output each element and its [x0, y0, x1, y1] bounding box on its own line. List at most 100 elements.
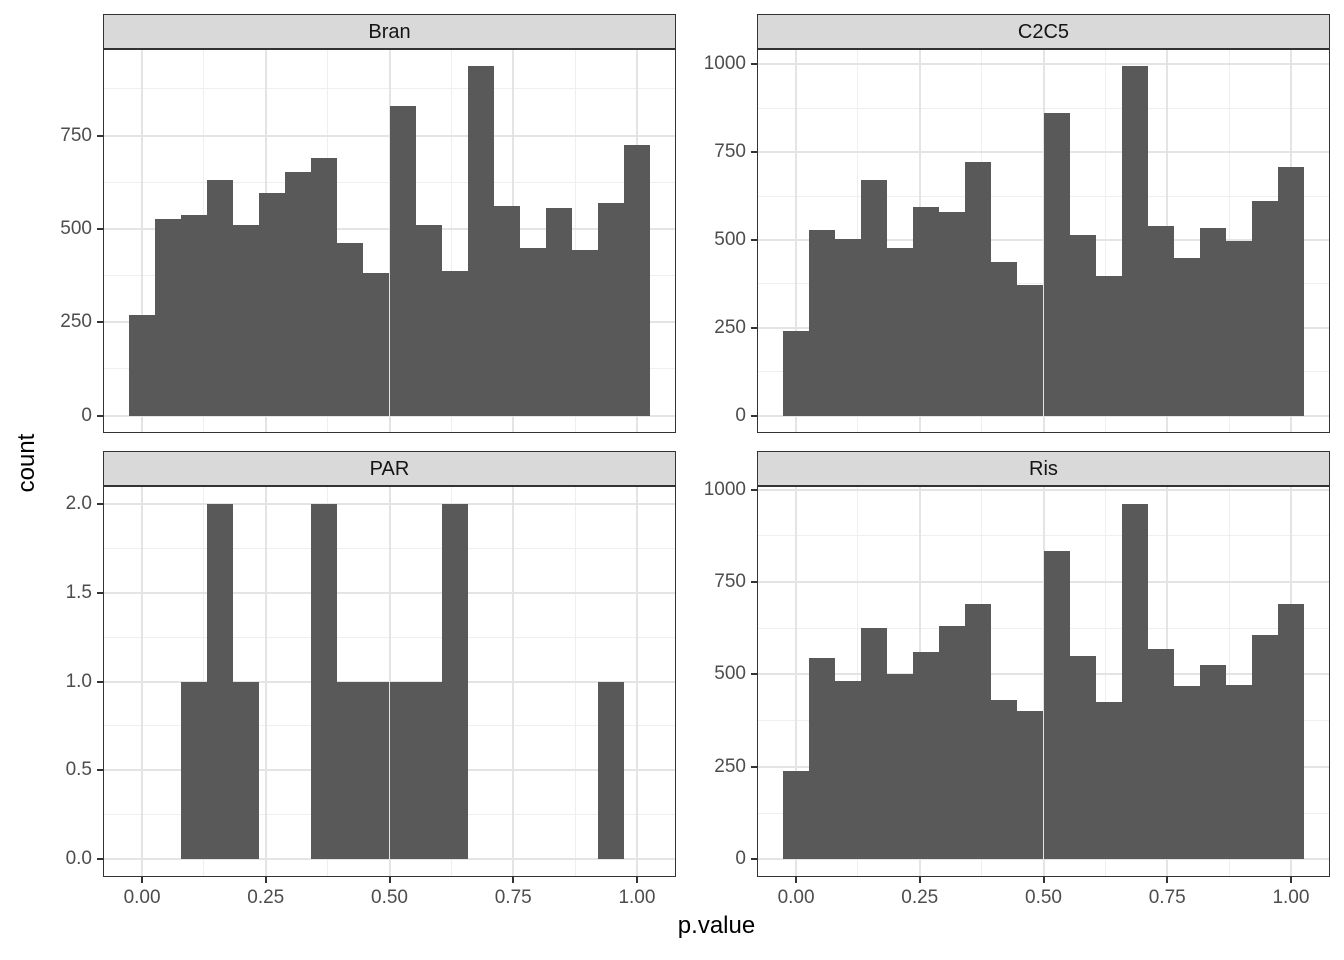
histogram-bar: [939, 211, 966, 416]
y-tick-label: 0: [735, 404, 746, 426]
x-tick-mark: [512, 877, 515, 883]
histogram-bar: [913, 652, 940, 860]
histogram-bar: [337, 681, 364, 860]
x-tick-label: 0.25: [901, 887, 939, 908]
histogram-bar: [1147, 225, 1174, 416]
facet-panel-ris: 0 250 500 750 1000 0.00 0.25 0.50 0.75 1.00: [704, 479, 1330, 908]
histogram-bar: [1069, 656, 1096, 860]
facet-ris: Ris 0 250 500 750 1000 0.00 0.25 0.50 0.75 1.00: [704, 451, 1330, 908]
y-tick-mark: [97, 134, 103, 137]
facet-strip-label: Bran: [368, 20, 411, 43]
y-tick-mark: [751, 488, 757, 491]
histogram-bar: [181, 681, 208, 860]
histogram-bar: [809, 230, 836, 416]
y-tick-mark: [751, 581, 757, 584]
y-tick-label: 750: [60, 124, 92, 146]
gridline-minor-x: [1104, 49, 1106, 433]
gridline-minor-x: [450, 49, 452, 433]
gridline-major-y: [103, 502, 676, 505]
histogram-bar: [1017, 284, 1044, 416]
facet-par: PAR 0.0 0.5 1.0 1.5 2.0 0.00 0.25 0.50 0.75 1.00: [66, 451, 676, 908]
histogram-bar: [181, 215, 208, 416]
facet-strip: Ris: [757, 451, 1330, 486]
y-tick-mark: [97, 680, 103, 683]
histogram-bar: [1043, 112, 1070, 416]
x-tick-mark: [635, 877, 638, 883]
histogram-bar: [493, 206, 520, 416]
y-tick-label: 1.5: [65, 581, 92, 603]
y-tick-label: 500: [714, 228, 746, 250]
gridline-major-y: [103, 858, 676, 861]
facet-strip-label: PAR: [369, 457, 410, 480]
gridline-minor-x: [574, 49, 576, 433]
y-tick-mark: [751, 673, 757, 676]
histogram-bar: [835, 680, 862, 860]
histogram-bar: [1173, 258, 1200, 416]
histogram-bar: [809, 657, 836, 860]
x-tick-mark: [1166, 877, 1169, 883]
gridline-major-x: [141, 49, 144, 433]
histogram-bar: [1225, 684, 1252, 860]
x-tick-mark: [1289, 877, 1292, 883]
x-tick-label: 0.75: [494, 887, 532, 908]
y-tick-mark: [751, 414, 757, 417]
x-tick-mark: [141, 877, 144, 883]
x-tick-label: 1.00: [1272, 887, 1310, 908]
facet-panel-c2c5: 0 250 500 750 1000: [704, 49, 1330, 433]
histogram-bar: [1277, 167, 1304, 416]
gridline-minor-x: [1228, 486, 1230, 877]
histogram-bar: [337, 243, 364, 416]
histogram-bar: [545, 207, 572, 416]
x-tick-label: 0.50: [1025, 887, 1062, 908]
y-tick-label: 2.0: [65, 492, 92, 514]
x-tick-label: 0.00: [123, 887, 161, 908]
histogram-bar: [1225, 241, 1252, 416]
histogram-bar: [207, 179, 234, 416]
histogram-bar: [783, 770, 810, 860]
y-tick-mark: [97, 321, 103, 324]
histogram-bar: [1251, 201, 1278, 416]
histogram-bar: [939, 625, 966, 860]
x-tick-label: 1.00: [618, 887, 656, 908]
y-tick-mark: [751, 238, 757, 241]
histogram-bar: [1173, 685, 1200, 860]
gridline-minor-x: [1104, 486, 1106, 877]
gridline-major-y: [757, 488, 1330, 491]
histogram-bar: [991, 699, 1018, 860]
x-tick-mark: [264, 877, 267, 883]
histogram-bar: [441, 503, 468, 860]
y-tick-label: 750: [714, 141, 746, 163]
facet-strip-label: C2C5: [1017, 20, 1070, 43]
x-tick-mark: [918, 877, 921, 883]
y-tick-label: 0.0: [65, 848, 92, 870]
facet-strip: PAR: [103, 451, 676, 486]
y-tick-mark: [751, 326, 757, 329]
histogram-bar: [389, 106, 416, 416]
histogram-bar: [285, 172, 312, 416]
histogram-bar: [441, 271, 468, 416]
gridline-major-y: [757, 414, 1330, 417]
histogram-bar: [887, 674, 914, 860]
y-tick-mark: [97, 591, 103, 594]
histogram-bar: [835, 239, 862, 416]
y-tick-label: 750: [714, 571, 746, 593]
x-tick-label: 0.25: [247, 887, 285, 908]
histogram-bar: [861, 180, 888, 416]
y-tick-label: 500: [714, 663, 746, 685]
y-tick-mark: [751, 151, 757, 154]
histogram-bar: [887, 248, 914, 416]
y-tick-mark: [97, 414, 103, 417]
histogram-bar: [991, 262, 1018, 416]
x-tick-label: 0.00: [777, 887, 815, 908]
y-tick-label: 0.5: [65, 759, 92, 781]
x-tick-mark: [1042, 877, 1045, 883]
facet-panel-par: 0.0 0.5 1.0 1.5 2.0 0.00 0.25 0.50 0.75 1.00: [66, 486, 676, 908]
histogram-bar: [1017, 711, 1044, 860]
histogram-bar: [1199, 227, 1226, 416]
y-tick-mark: [751, 858, 757, 861]
y-tick-label: 1000: [703, 53, 746, 75]
y-tick-label: 1.0: [65, 670, 92, 692]
histogram-bar: [311, 157, 338, 416]
histogram-bar: [965, 161, 992, 416]
